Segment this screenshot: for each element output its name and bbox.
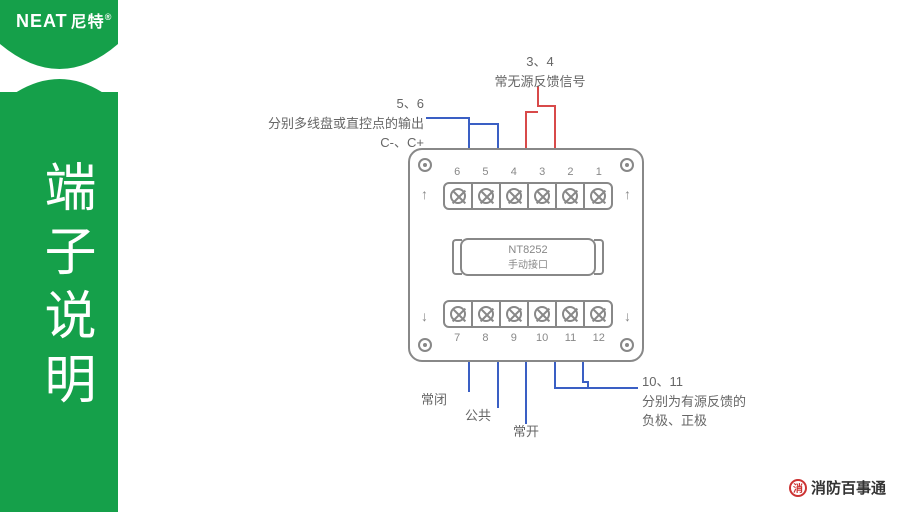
terminal-num: 10 <box>528 332 556 344</box>
callout-1011-c: 负极、正极 <box>642 411 802 431</box>
callout-8: 公共 <box>458 406 498 426</box>
brand-en: NEAT <box>16 11 68 31</box>
terminal-num: 6 <box>443 166 471 178</box>
device-model: NT8252 <box>508 244 547 256</box>
device: ↑ ↑ ↓ ↓ 6 5 4 3 2 1 NT8252 <box>408 148 644 362</box>
arrow-up-icon: ↑ <box>624 186 631 202</box>
callout-1011-b: 分别为有源反馈的 <box>642 392 802 412</box>
mount-hole-icon <box>418 338 432 352</box>
terminal-num: 11 <box>556 332 584 344</box>
terminal-icon <box>529 184 557 208</box>
terminal-num: 9 <box>500 332 528 344</box>
terminal-icon <box>557 302 585 326</box>
device-outline: ↑ ↑ ↓ ↓ 6 5 4 3 2 1 NT8252 <box>408 148 644 362</box>
callout-1011-a: 10、11 <box>642 372 802 392</box>
terminal-icon <box>473 184 501 208</box>
brand-logo: NEAT尼特® <box>16 8 112 32</box>
terminal-icon <box>585 184 611 208</box>
terminal-num: 1 <box>585 166 613 178</box>
terminal-row-top <box>443 182 613 210</box>
arrow-up-icon: ↑ <box>421 186 428 202</box>
callout-56-b: 分别多线盘或直控点的输出 <box>218 114 424 134</box>
terminal-icon <box>557 184 585 208</box>
terminal-numbers-top: 6 5 4 3 2 1 <box>443 166 613 178</box>
device-sub: 手动接口 <box>508 256 548 271</box>
brand-mark: ® <box>105 12 113 22</box>
terminal-icon <box>473 302 501 326</box>
mount-hole-icon <box>620 158 634 172</box>
terminal-num: 3 <box>528 166 556 178</box>
terminal-icon <box>501 184 529 208</box>
terminal-row-bottom <box>443 300 613 328</box>
callout-1011: 10、11 分别为有源反馈的 负极、正极 <box>642 372 802 431</box>
diagram-area: 5、6 分别多线盘或直控点的输出 C-、C+ 3、4 常无源反馈信号 常闭 公共… <box>118 0 910 512</box>
mount-hole-icon <box>418 158 432 172</box>
page-title: 端子说明 <box>28 160 103 416</box>
callout-34-b: 常无源反馈信号 <box>490 72 590 92</box>
terminal-icon <box>501 302 529 326</box>
callout-56-a: 5、6 <box>218 94 424 114</box>
callout-56-c: C-、C+ <box>218 133 424 153</box>
callout-56: 5、6 分别多线盘或直控点的输出 C-、C+ <box>218 94 424 153</box>
terminal-num: 12 <box>585 332 613 344</box>
sidebar-curve <box>0 34 118 92</box>
terminal-num: 2 <box>556 166 584 178</box>
arrow-down-icon: ↓ <box>421 308 428 324</box>
callout-34-a: 3、4 <box>490 52 590 72</box>
arrow-down-icon: ↓ <box>624 308 631 324</box>
sidebar: NEAT尼特® 端子说明 <box>0 0 118 512</box>
mount-hole-icon <box>620 338 634 352</box>
device-label: NT8252 手动接口 <box>460 238 596 276</box>
terminal-numbers-bottom: 7 8 9 10 11 12 <box>443 332 613 344</box>
terminal-icon <box>529 302 557 326</box>
terminal-num: 7 <box>443 332 471 344</box>
terminal-icon <box>445 302 473 326</box>
callout-9: 常开 <box>506 422 546 442</box>
terminal-num: 5 <box>471 166 499 178</box>
terminal-icon <box>445 184 473 208</box>
terminal-num: 4 <box>500 166 528 178</box>
footer: 消 消防百事通 <box>789 477 886 498</box>
footer-icon: 消 <box>789 479 807 497</box>
brand-cn: 尼特 <box>71 14 105 31</box>
terminal-icon <box>585 302 611 326</box>
terminal-num: 8 <box>471 332 499 344</box>
callout-34: 3、4 常无源反馈信号 <box>490 52 590 91</box>
callout-7: 常闭 <box>414 390 454 410</box>
footer-text: 消防百事通 <box>811 477 886 498</box>
